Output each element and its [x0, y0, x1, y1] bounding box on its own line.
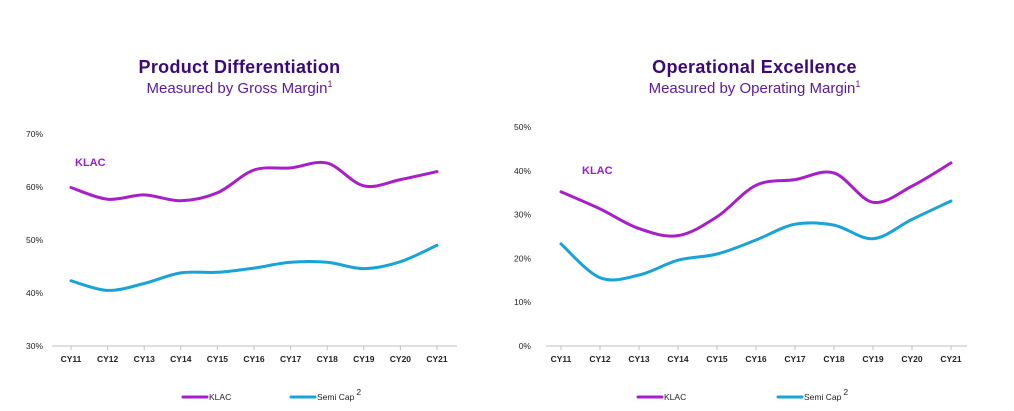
- x-tick-label: CY19: [353, 354, 375, 364]
- footnote-marker: 1: [327, 79, 333, 89]
- series-line-klac: [69, 160, 439, 203]
- x-tick-label: CY12: [589, 354, 611, 364]
- chart-subtitle-text: Measured by Gross Margin: [146, 80, 328, 97]
- series-annotation-klac: KLAC: [582, 165, 613, 177]
- series-line-klac: [559, 161, 953, 238]
- x-tick-label: CY15: [706, 354, 728, 364]
- operating-margin-chart: 0% 10% 20% 30% 40% 50% CY11 CY12 CY13 CY14 CY15 CY1…: [514, 122, 967, 402]
- x-tick-label: CY15: [207, 354, 229, 364]
- x-tick-label: CY18: [317, 354, 339, 364]
- legend-label: KLAC: [209, 392, 231, 402]
- series-line-semi-cap: [69, 243, 439, 292]
- x-tick-label: CY19: [862, 354, 884, 364]
- x-tick-label: CY12: [97, 354, 119, 364]
- x-tick-label: CY13: [628, 354, 650, 364]
- gross-margin-chart: 30% 40% 50% 60% 70% CY11 CY12 CY13 CY14 CY15 CY16 C…: [26, 129, 457, 402]
- y-tick-label: 50%: [514, 122, 531, 132]
- x-tick-label: CY17: [784, 354, 806, 364]
- y-tick-label: 70%: [26, 129, 43, 139]
- x-tick-label: CY18: [823, 354, 845, 364]
- x-tick-label: CY20: [390, 354, 412, 364]
- legend-label: KLAC: [664, 392, 686, 402]
- series-line-semi-cap: [559, 199, 953, 282]
- series-annotation-klac: KLAC: [75, 157, 106, 169]
- x-tick-label: CY14: [170, 354, 192, 364]
- y-tick-label: 50%: [26, 235, 43, 245]
- x-tick-label: CY20: [901, 354, 923, 364]
- x-tick-label: CY21: [940, 354, 962, 364]
- chart-subtitle: Measured by Gross Margin1: [0, 79, 493, 98]
- y-tick-label: 10%: [514, 297, 531, 307]
- legend-footnote-marker: 2: [356, 387, 361, 397]
- y-tick-label: 30%: [514, 210, 531, 220]
- y-tick-label: 20%: [514, 253, 531, 263]
- chart-subtitle: Measured by Operating Margin1: [501, 79, 1008, 98]
- footnote-marker: 1: [855, 79, 861, 89]
- x-tick-label: CY14: [667, 354, 689, 364]
- chart-subtitle-text: Measured by Operating Margin: [648, 80, 856, 97]
- x-tick-label: CY13: [134, 354, 156, 364]
- y-tick-label: 0%: [519, 341, 532, 351]
- y-tick-label: 40%: [514, 166, 531, 176]
- chart-panel-gross-margin: 30% 40% 50% 60% 70% CY11 CY12 CY13 CY14 CY15 CY16 C…: [0, 57, 493, 402]
- chart-panel-operating-margin: 0% 10% 20% 30% 40% 50% CY11 CY12 CY13 CY14 CY15 CY1…: [507, 0, 1014, 411]
- x-tick-label: CY11: [551, 354, 572, 364]
- chart-title: Operational Excellence: [652, 57, 857, 77]
- x-tick-label: CY16: [243, 354, 265, 364]
- x-tick-label: CY16: [745, 354, 767, 364]
- x-tick-label: CY21: [426, 354, 448, 364]
- x-tick-label: CY11: [61, 354, 82, 364]
- legend-footnote-marker: 2: [843, 387, 848, 397]
- y-tick-label: 60%: [26, 182, 43, 192]
- chart-title: Product Differentiation: [138, 57, 341, 77]
- y-tick-label: 40%: [26, 288, 43, 298]
- y-tick-label: 30%: [26, 341, 43, 351]
- legend-label: Semi Cap: [317, 392, 355, 402]
- x-tick-label: CY17: [280, 354, 302, 364]
- legend-label: Semi Cap: [804, 392, 842, 402]
